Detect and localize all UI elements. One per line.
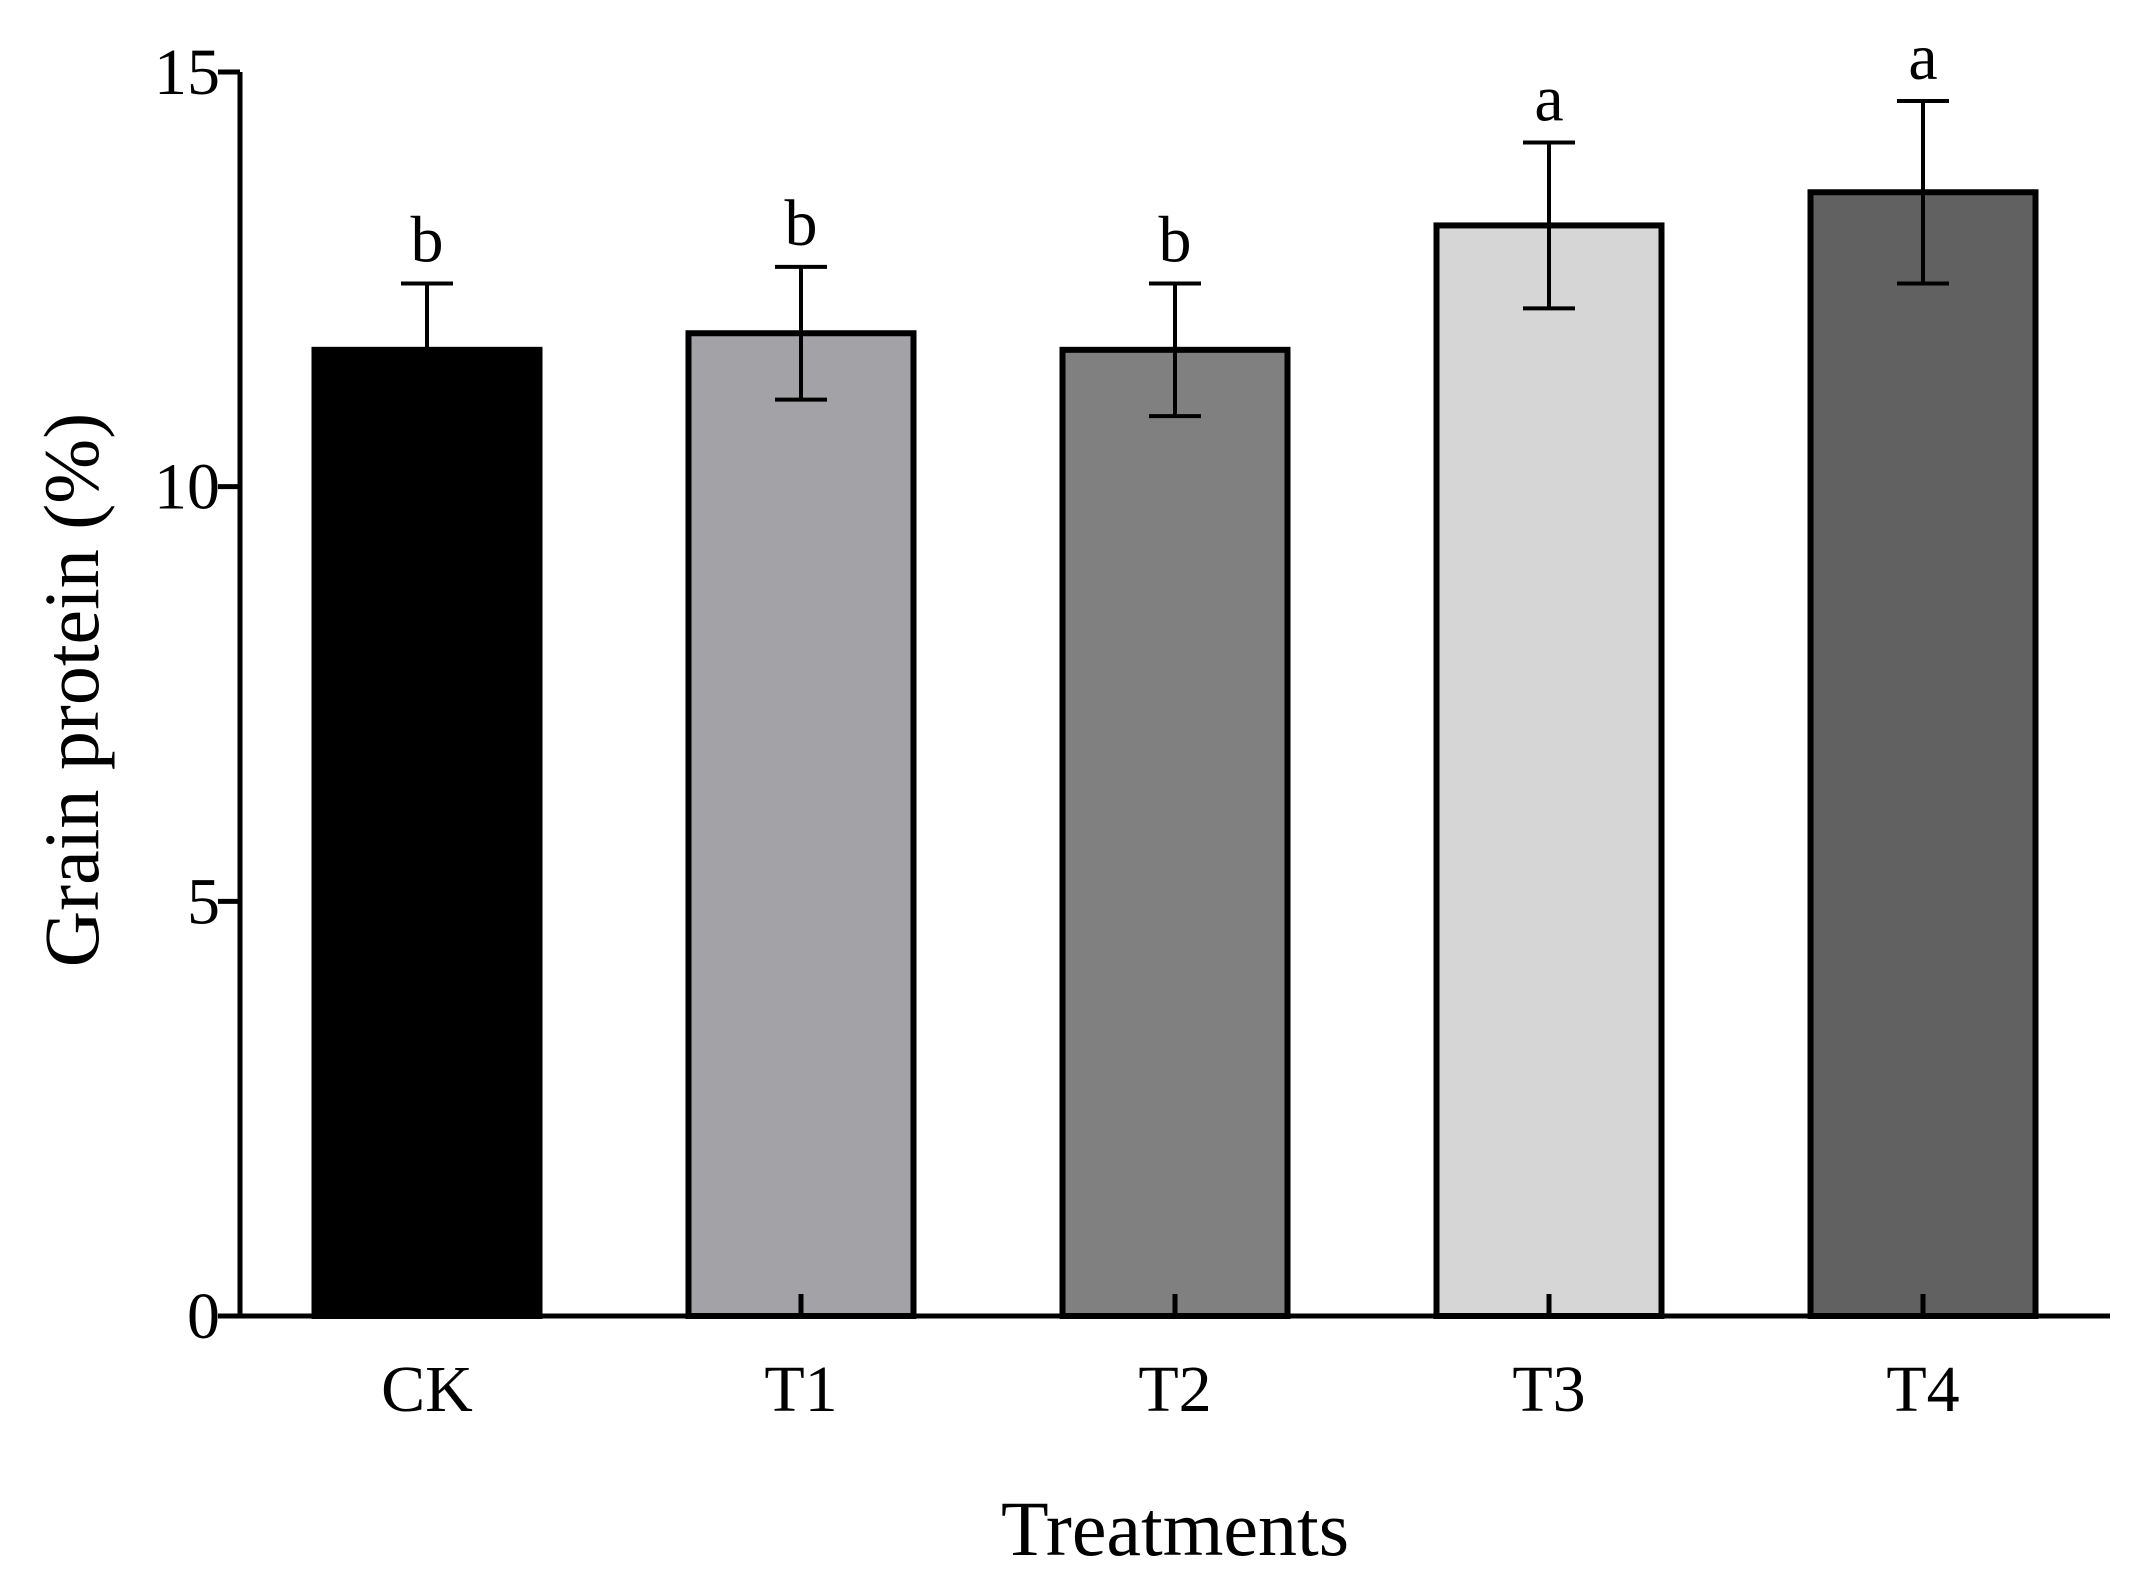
y-tick-label-0: 0 xyxy=(187,1280,220,1353)
error-bar-t2 xyxy=(1149,281,1201,419)
bar-t3 xyxy=(1433,222,1665,1320)
bar-ck xyxy=(311,346,543,1319)
x-tick-label-t1: T1 xyxy=(764,1353,837,1426)
error-bar-t3 xyxy=(1523,140,1575,311)
bar-t4 xyxy=(1807,189,2039,1320)
y-axis-title: Grain protein (%) xyxy=(28,413,115,967)
significance-label-t4: a xyxy=(1908,21,1937,94)
error-bar-ck xyxy=(401,281,453,419)
significance-labels-layer: b b b a a xyxy=(411,21,1938,276)
x-tick-label-t2: T2 xyxy=(1138,1353,1211,1426)
y-tick-label-10: 10 xyxy=(154,451,220,524)
significance-label-t3: a xyxy=(1534,62,1563,135)
significance-label-t1: b xyxy=(785,187,818,260)
bar-t2 xyxy=(1059,346,1291,1319)
significance-label-ck: b xyxy=(411,203,444,276)
x-tick-label-t4: T4 xyxy=(1886,1353,1959,1426)
x-axis-title: Treatments xyxy=(1001,1485,1349,1572)
x-ticks-layer: CK T1 T2 T3 T4 xyxy=(381,1294,1960,1426)
x-tick-label-t3: T3 xyxy=(1512,1353,1585,1426)
error-bar-t1 xyxy=(775,264,827,402)
error-bars-layer xyxy=(401,99,1949,419)
y-ticks-layer: 0 5 10 15 xyxy=(154,36,240,1353)
error-bar-t4 xyxy=(1897,99,1949,286)
y-tick-label-15: 15 xyxy=(154,36,220,109)
significance-label-t2: b xyxy=(1159,203,1192,276)
x-tick-label-ck: CK xyxy=(381,1353,473,1426)
y-tick-label-5: 5 xyxy=(187,865,220,938)
bar-t1 xyxy=(685,330,917,1319)
